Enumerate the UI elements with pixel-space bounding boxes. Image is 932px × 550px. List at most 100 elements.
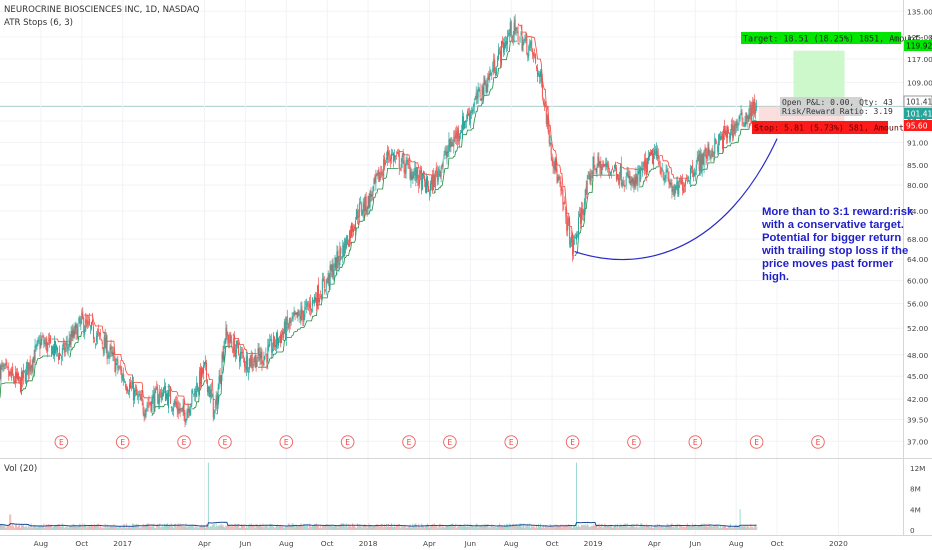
volume-bar	[74, 525, 76, 530]
earnings-marker[interactable]: E	[749, 435, 764, 449]
candle	[404, 163, 406, 179]
volume-bar	[246, 527, 248, 530]
candle	[526, 33, 528, 56]
candle	[322, 272, 324, 282]
earnings-marker[interactable]: E	[177, 435, 191, 449]
earnings-marker[interactable]: E	[279, 435, 294, 449]
volume-bar	[295, 524, 297, 530]
volume-bar	[336, 526, 338, 530]
volume-bar	[693, 525, 695, 530]
stop-label[interactable]: Stop: 5.81 (5.73%) 581, Amount: 250.12	[752, 121, 932, 134]
candle	[626, 166, 628, 177]
earnings-marker[interactable]: E	[218, 435, 232, 449]
plot-area[interactable]	[0, 0, 903, 458]
last-price-tag: 101.41	[903, 95, 932, 108]
volume-bar	[166, 524, 168, 530]
earnings-marker[interactable]: E	[565, 435, 580, 449]
candle	[56, 346, 58, 357]
volume-bar	[465, 527, 467, 530]
candle	[433, 173, 435, 187]
volume-bar	[395, 524, 397, 530]
volume-bar	[649, 526, 651, 530]
candle	[53, 343, 55, 359]
earnings-marker[interactable]: E	[504, 435, 519, 449]
volume-bar	[578, 526, 580, 530]
candle	[649, 151, 651, 161]
chart-title[interactable]: NEUROCRINE BIOSCIENCES INC, 1D, NASDAQ	[4, 5, 200, 15]
volume-bar	[372, 525, 374, 530]
candle	[706, 148, 708, 164]
volume-bar	[490, 527, 492, 530]
volume-bar	[646, 523, 648, 530]
volume-bar	[688, 524, 690, 530]
volume-bar	[468, 526, 470, 530]
earnings-marker[interactable]: E	[402, 435, 416, 449]
volume-bar	[471, 525, 473, 530]
volume-bar	[46, 524, 48, 530]
volume-bar	[691, 523, 693, 530]
candle	[347, 234, 349, 246]
indicator-label[interactable]: ATR Stops (6, 3)	[4, 18, 73, 28]
annotation-line-1: More than to 3:1 reward:risk	[762, 206, 914, 218]
earnings-marker[interactable]: E	[54, 435, 69, 449]
candle	[206, 379, 208, 396]
volume-bar	[35, 525, 37, 530]
volume-bar	[116, 526, 118, 530]
volume-bar	[263, 527, 265, 530]
volume-bar	[185, 523, 187, 530]
volume-bar	[631, 524, 633, 530]
candle	[739, 113, 741, 122]
svg-text:E: E	[509, 438, 514, 447]
candle	[219, 368, 221, 384]
earnings-marker[interactable]: E	[340, 435, 355, 449]
volume-bar	[632, 525, 634, 530]
volume-bar	[520, 523, 522, 530]
candle	[598, 152, 600, 168]
earnings-marker[interactable]: E	[443, 435, 457, 449]
volume-bar	[72, 523, 74, 530]
candle	[632, 177, 634, 189]
volume-bar	[467, 526, 469, 530]
volume-bar	[464, 526, 466, 530]
earnings-marker[interactable]: E	[115, 435, 130, 449]
volume-bar	[147, 523, 149, 530]
candle	[416, 166, 418, 183]
volume-bar	[256, 524, 258, 530]
volume-bar	[572, 527, 574, 530]
candle	[244, 360, 246, 373]
volume-bar	[149, 526, 151, 530]
candle	[542, 97, 544, 106]
position-info[interactable]: Open P&L: 0.00, Qty: 43 Risk/Reward Rati…	[780, 97, 893, 116]
cup-curve[interactable]	[574, 138, 778, 261]
volume-bar	[280, 526, 282, 530]
candle	[587, 171, 589, 180]
candle	[608, 160, 610, 177]
earnings-marker[interactable]: E	[688, 435, 703, 449]
earnings-marker[interactable]: E	[811, 435, 825, 449]
volume-bar	[303, 523, 305, 530]
volume-label[interactable]: Vol (20)	[4, 464, 37, 474]
candle	[156, 380, 158, 391]
candle	[717, 143, 719, 155]
volume-bar	[506, 523, 508, 530]
volume-bar	[485, 523, 487, 530]
volume-bar	[748, 527, 750, 530]
earnings-marker[interactable]: E	[627, 435, 641, 449]
volume-bar	[18, 525, 20, 530]
volume-bar	[101, 527, 103, 530]
volume-bar	[253, 524, 255, 530]
volume-bar	[369, 525, 371, 530]
candle	[455, 127, 457, 145]
volume-bar	[463, 525, 465, 530]
volume-bar	[239, 527, 241, 530]
volume-bar	[308, 527, 310, 530]
volume-bar	[306, 524, 308, 530]
candle	[31, 359, 33, 374]
volume-bar	[275, 527, 277, 530]
volume-bar	[747, 525, 749, 530]
volume-ma-line	[0, 521, 757, 527]
candle	[584, 188, 586, 209]
target-label[interactable]: Target: 18.51 (18.25%) 1851, Amount: $79…	[741, 32, 932, 44]
candle	[276, 331, 278, 354]
